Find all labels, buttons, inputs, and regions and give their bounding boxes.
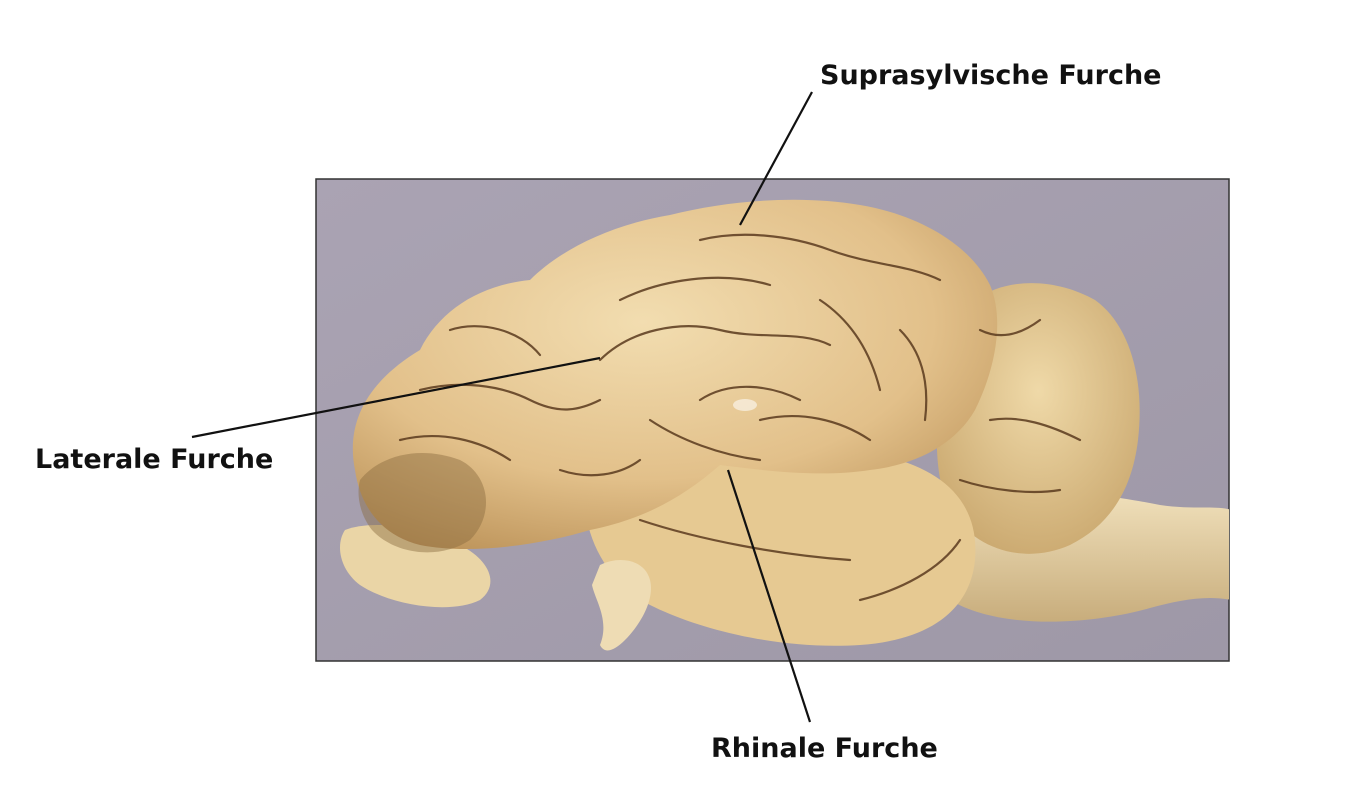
optic-nerve — [592, 560, 651, 651]
cerebrum — [352, 199, 998, 550]
frontal-shadow — [358, 452, 487, 553]
leader-line-lateral — [191, 356, 601, 439]
leader-line-rhinal — [726, 469, 812, 723]
brain-photo — [315, 178, 1230, 662]
sulci — [398, 233, 1082, 602]
label-rhinal-sulcus: Rhinale Furche — [711, 733, 938, 764]
label-suprasylvian-sulcus: Suprasylvische Furche — [820, 60, 1162, 91]
label-lateral-sulcus: Laterale Furche — [35, 444, 274, 475]
tissue-highlight — [733, 399, 757, 411]
leader-line-suprasylvian — [739, 91, 813, 226]
